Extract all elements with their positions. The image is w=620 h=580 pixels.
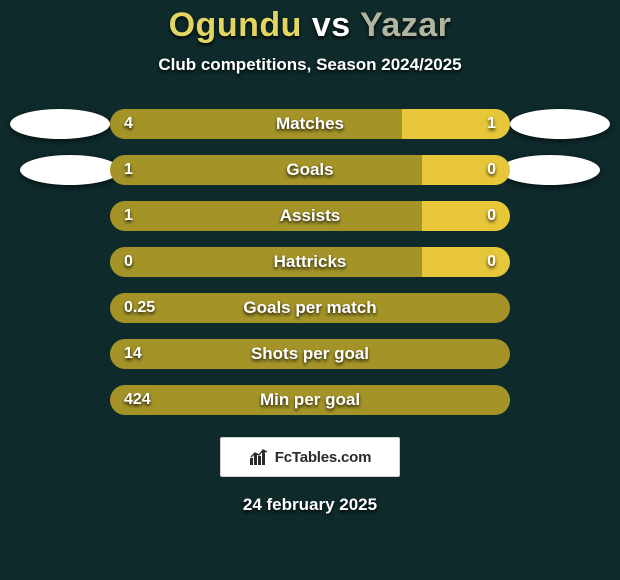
stat-segment-left: [110, 293, 458, 323]
stat-segment-right: [498, 339, 510, 369]
stat-row: Shots per goal14: [110, 339, 510, 369]
stat-segment-right: [458, 293, 510, 323]
infographic-container: Ogundu vs Yazar Club competitions, Seaso…: [0, 0, 620, 580]
title-vs: vs: [312, 6, 351, 44]
page-title: Ogundu vs Yazar: [169, 6, 452, 45]
stat-track: [110, 155, 510, 185]
player-right-badge-1: [510, 109, 610, 139]
player-left-badge-1: [10, 109, 110, 139]
stat-rows: Matches41 Goals10 Assists10 Hattricks00 Goal…: [110, 109, 510, 415]
title-right: Yazar: [360, 6, 451, 44]
stat-track: [110, 293, 510, 323]
stat-segment-left: [110, 109, 402, 139]
stat-segment-right: [422, 247, 510, 277]
stat-segment-left: [110, 385, 510, 415]
stat-segment-left: [110, 339, 498, 369]
brand-box: FcTables.com: [220, 437, 400, 477]
stat-segment-right: [402, 109, 510, 139]
stat-track: [110, 247, 510, 277]
stats-zone: Matches41 Goals10 Assists10 Hattricks00 Goal…: [0, 109, 620, 415]
stat-segment-right: [422, 201, 510, 231]
stat-track: [110, 385, 510, 415]
stat-row: Hattricks00: [110, 247, 510, 277]
brand-text: FcTables.com: [275, 449, 372, 466]
date-text: 24 february 2025: [243, 495, 377, 515]
stat-segment-right: [422, 155, 510, 185]
stat-segment-left: [110, 201, 422, 231]
subtitle: Club competitions, Season 2024/2025: [158, 55, 461, 75]
title-left: Ogundu: [169, 6, 302, 44]
stat-row: Goals10: [110, 155, 510, 185]
stat-track: [110, 109, 510, 139]
player-right-badge-2: [500, 155, 600, 185]
stat-row: Assists10: [110, 201, 510, 231]
stat-track: [110, 339, 510, 369]
stat-segment-left: [110, 247, 422, 277]
stat-row: Matches41: [110, 109, 510, 139]
stat-segment-left: [110, 155, 422, 185]
player-left-badge-2: [20, 155, 120, 185]
stat-row: Min per goal424: [110, 385, 510, 415]
stat-track: [110, 201, 510, 231]
stat-row: Goals per match0.25: [110, 293, 510, 323]
bar-chart-icon: [249, 448, 269, 466]
